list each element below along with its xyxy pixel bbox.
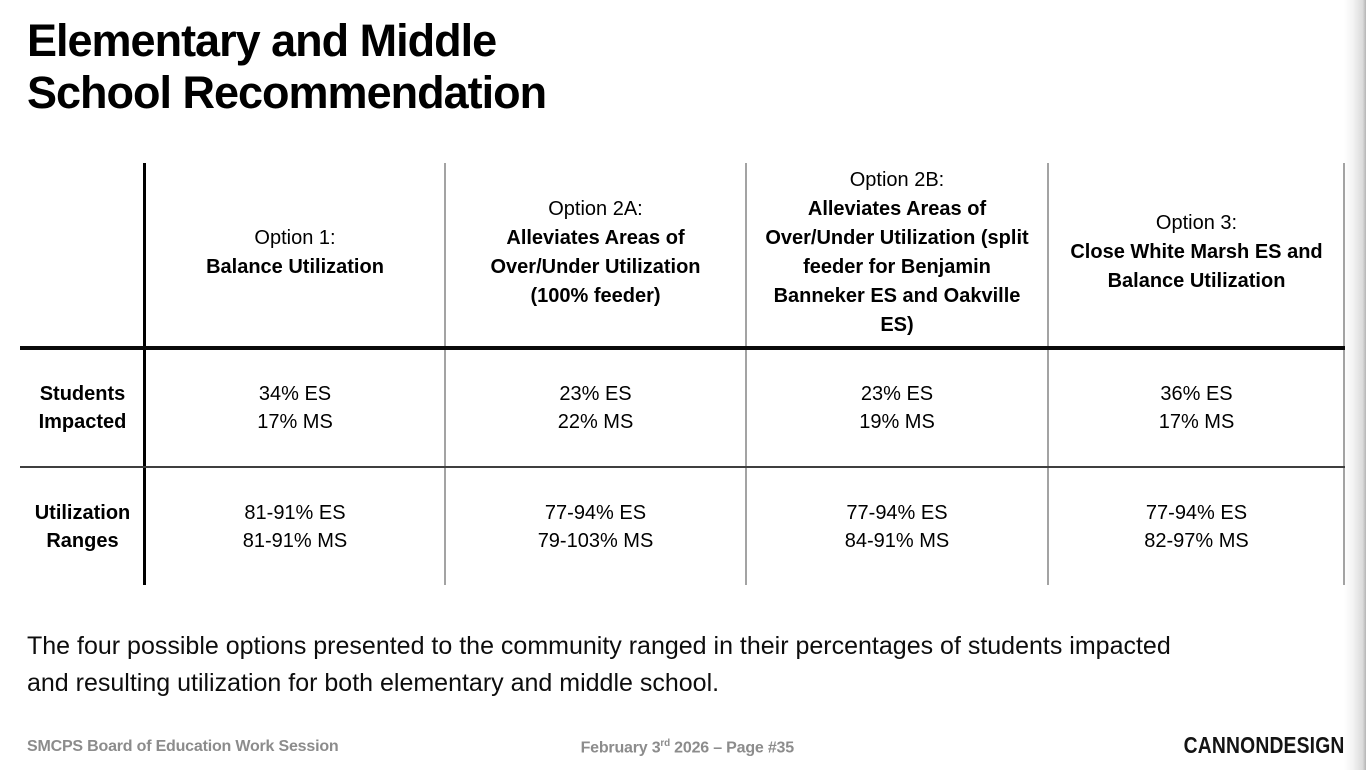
page-title: Elementary and Middle School Recommendat… [27, 15, 547, 119]
students-es-value: 34% ES [258, 383, 332, 405]
footer-date-ordinal: rd [660, 738, 670, 749]
utilization-ranges-option-1-cell: 81-91% ES 81-91% MS [145, 468, 445, 585]
options-comparison-table: Option 1: Balance Utilization Option 2A:… [20, 163, 1345, 585]
utilization-ms-value: 79-103% MS [537, 529, 654, 552]
students-ms-value: 19% MS [859, 411, 935, 433]
option-2a-label: Option 2A: [548, 197, 643, 220]
utilization-ranges-option-2b-cell: 77-94% ES 84-91% MS [746, 468, 1048, 585]
utilization-ranges-option-3-cell: 77-94% ES 82-97% MS [1048, 468, 1345, 585]
footer-date-suffix: 2026 – Page #35 [669, 739, 794, 757]
option-3-name: Close White Marsh ES and Balance Utiliza… [1070, 241, 1323, 292]
screenshot-edge-shading [1344, 0, 1366, 770]
table-corner-spacer [20, 163, 145, 348]
utilization-es-value: 77-94% ES [544, 501, 647, 524]
option-3-label: Option 3: [1155, 212, 1238, 234]
utilization-ranges-option-2a-cell: 77-94% ES 79-103% MS [445, 468, 746, 585]
utilization-es-value: 77-94% ES [846, 501, 948, 524]
students-es-value: 23% ES [860, 383, 934, 405]
column-header-option-3: Option 3: Close White Marsh ES and Balan… [1048, 163, 1345, 348]
column-header-option-1: Option 1: Balance Utilization [145, 163, 445, 348]
students-impacted-option-2a-cell: 23% ES 22% MS [445, 348, 746, 468]
footer-date-prefix: February 3 [580, 739, 661, 757]
summary-text: The four possible options presented to t… [27, 632, 1171, 697]
students-ms-value: 22% MS [557, 411, 634, 433]
option-2b-name: Alleviates Areas of Over/Under Utilizati… [765, 197, 1029, 336]
utilization-ms-value: 84-91% MS [844, 529, 950, 552]
table-gridline-horizontal [20, 466, 1345, 468]
option-1-label: Option 1: [254, 226, 336, 249]
option-2a-name: Alleviates Areas of Over/Under Utilizati… [490, 226, 701, 307]
utilization-ms-value: 82-97% MS [1144, 529, 1249, 552]
column-header-option-2b: Option 2B: Alleviates Areas of Over/Unde… [746, 163, 1048, 348]
table-gridline-horizontal-strong [20, 346, 1345, 350]
option-2b-label: Option 2B: [849, 168, 945, 191]
students-es-value: 23% ES [559, 383, 632, 405]
utilization-es-value: 77-94% ES [1145, 501, 1248, 524]
title-line-1: Elementary and Middle [27, 15, 497, 66]
students-ms-value: 17% MS [257, 411, 333, 433]
title-line-2: School Recommendation [27, 67, 547, 118]
table-gridline-vertical [1343, 163, 1345, 585]
column-header-option-2a: Option 2A: Alleviates Areas of Over/Unde… [445, 163, 746, 348]
utilization-es-value: 81-91% ES [244, 501, 346, 524]
table-gridline-vertical [1047, 163, 1049, 585]
footer-date-page: February 3rd 2026 – Page #35 [580, 738, 795, 757]
students-es-value: 36% ES [1160, 383, 1233, 405]
table-gridline-vertical-main [143, 163, 146, 585]
cannondesign-logo: CANNONDESIGN [1184, 732, 1345, 758]
table-gridline-vertical [444, 163, 446, 585]
row-label-students-impacted: Students Impacted [38, 383, 127, 433]
option-1-name: Balance Utilization [206, 255, 384, 278]
row-label-utilization-ranges: Utilization Ranges [34, 501, 131, 552]
table-gridline-vertical [745, 163, 747, 585]
students-impacted-option-1-cell: 34% ES 17% MS [145, 348, 445, 468]
students-impacted-option-3-cell: 36% ES 17% MS [1048, 348, 1345, 468]
students-impacted-option-2b-cell: 23% ES 19% MS [746, 348, 1048, 468]
footer-session-label: SMCPS Board of Education Work Session [27, 738, 339, 755]
students-ms-value: 17% MS [1158, 411, 1235, 433]
utilization-ms-value: 81-91% MS [242, 529, 348, 552]
